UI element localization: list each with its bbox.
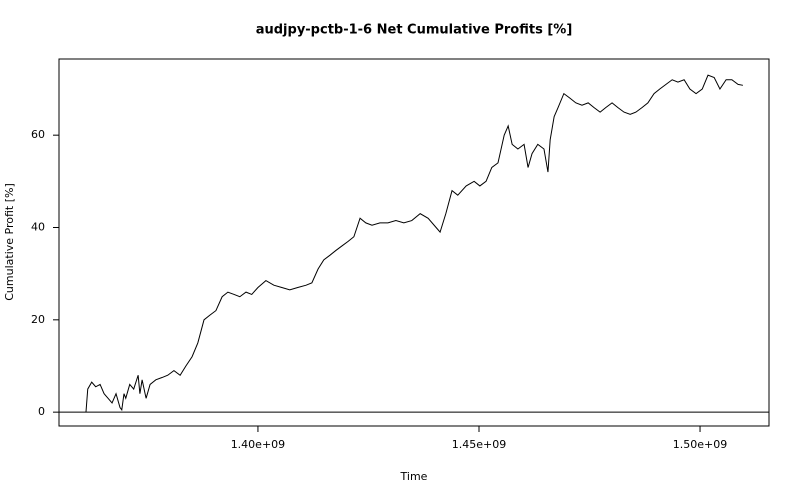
- y-axis-label: Cumulative Profit [%]: [3, 183, 16, 301]
- x-tick-label: 1.40e+09: [231, 438, 285, 451]
- y-tick-label: 40: [31, 220, 45, 233]
- plot-frame: [58, 58, 770, 427]
- y-tick-label: 0: [38, 405, 45, 418]
- chart-title: audjpy-pctb-1-6 Net Cumulative Profits […: [256, 23, 573, 38]
- x-axis-label: Time: [400, 470, 428, 483]
- y-tick-label: 20: [31, 313, 45, 326]
- y-tick-label: 60: [31, 128, 45, 141]
- profit-line: [85, 74, 744, 413]
- x-tick-label: 1.50e+09: [673, 438, 727, 451]
- x-tick-label: 1.45e+09: [452, 438, 506, 451]
